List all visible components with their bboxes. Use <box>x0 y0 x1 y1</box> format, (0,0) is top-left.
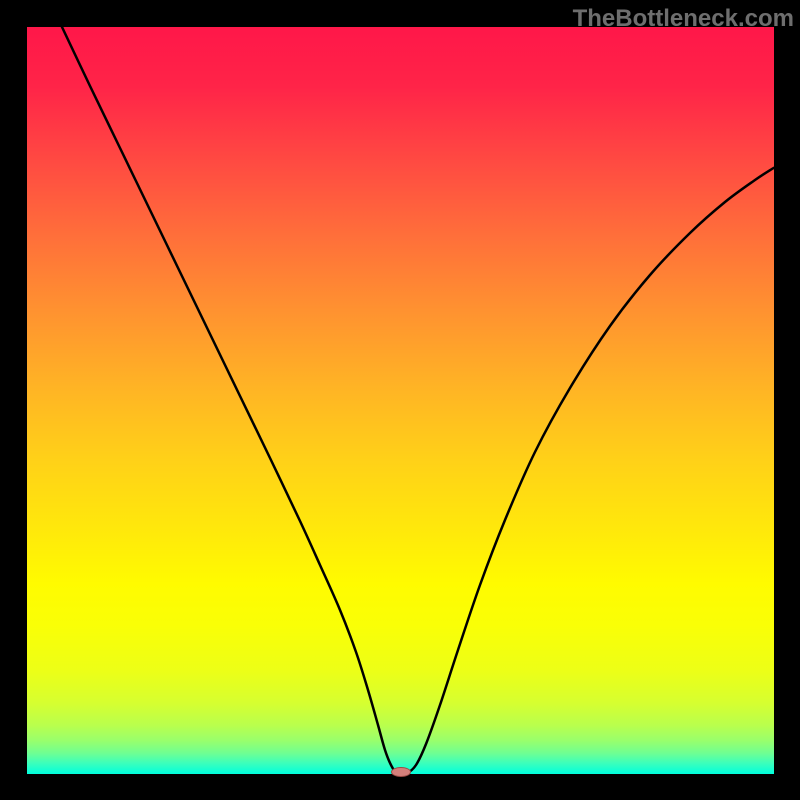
curve-path <box>62 27 774 774</box>
watermark-text: TheBottleneck.com <box>573 5 794 33</box>
chart-wrapper <box>27 27 774 774</box>
optimum-marker <box>391 767 411 777</box>
bottleneck-curve <box>27 27 774 774</box>
